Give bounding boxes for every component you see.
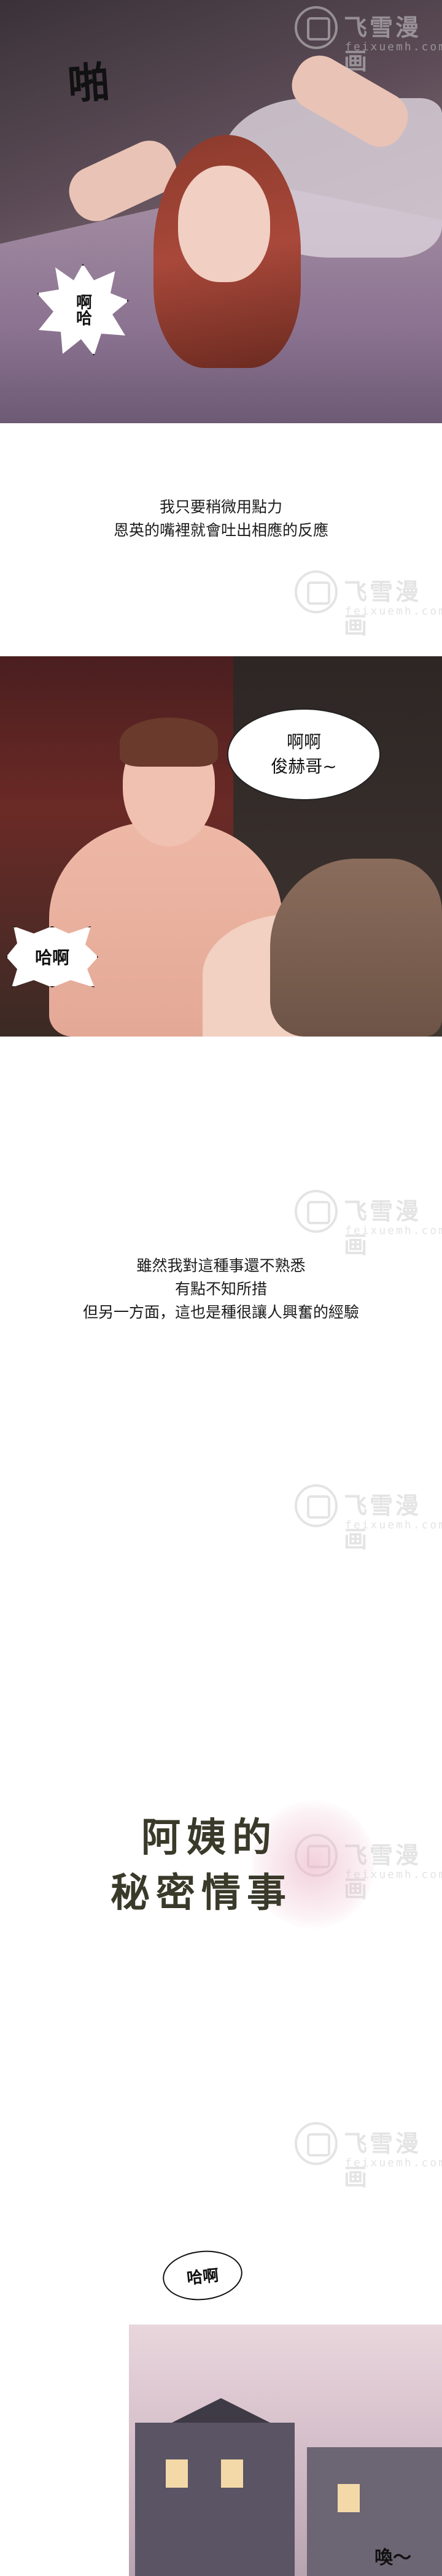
watermark-url: feixuemh.com <box>345 605 442 618</box>
speech-bubble: 哈啊 <box>160 2247 245 2304</box>
watermark-logo-icon <box>295 570 338 613</box>
narration-text: 我只要稍微用點力 恩英的嘴裡就會吐出相應的反應 <box>0 496 442 542</box>
speech-line: 俊赫哥~ <box>271 756 337 776</box>
comic-panel-house <box>129 2325 442 2576</box>
watermark-logo-icon <box>295 1484 338 1527</box>
watermark-url: feixuemh.com <box>345 1224 442 1237</box>
speech-bubble: 啊啊 俊赫哥~ <box>227 708 381 800</box>
watermark: 飞雪漫画 feixuemh.com <box>295 1478 442 1553</box>
watermark: 飞雪漫画 feixuemh.com <box>295 0 442 75</box>
speech-bubble: 哈啊 <box>6 926 98 987</box>
narration-line: 雖然我對這種事還不熟悉 <box>136 1257 306 1275</box>
man-hair-illustration <box>120 718 218 767</box>
woman-face-illustration <box>178 166 270 282</box>
watermark-text: 飞雪漫画 <box>344 578 422 639</box>
window-illustration <box>166 2459 188 2488</box>
watermark-text: 飞雪漫画 <box>344 14 422 75</box>
narration-line: 我只要稍微用點力 <box>159 498 282 516</box>
title-line: 阿姨的 <box>141 1815 277 1861</box>
watermark: 飞雪漫画 feixuemh.com <box>295 2116 442 2191</box>
comic-title: 阿姨的 秘密情事 <box>98 1800 374 1929</box>
title-line: 秘密情事 <box>110 1870 292 1916</box>
narration-line: 但另一方面，這也是種很讓人興奮的經驗 <box>82 1303 359 1321</box>
watermark-logo-icon <box>295 2122 338 2165</box>
watermark-text: 飞雪漫画 <box>344 2130 422 2191</box>
watermark: 飞雪漫画 feixuemh.com <box>295 564 442 639</box>
watermark: 飞雪漫画 feixuemh.com <box>295 1184 442 1259</box>
watermark-url: feixuemh.com <box>345 40 442 53</box>
watermark-logo-icon <box>295 1190 338 1233</box>
woman-hair-illustration <box>270 859 442 1037</box>
watermark-url: feixuemh.com <box>345 2156 442 2169</box>
speech-line: 啊啊 <box>286 732 321 752</box>
house-illustration <box>307 2447 442 2576</box>
sound-effect-text: 啪 <box>66 58 115 110</box>
watermark-text: 飞雪漫画 <box>344 1492 422 1553</box>
watermark-logo-icon <box>295 6 338 49</box>
window-illustration <box>338 2484 360 2512</box>
watermark-text: 飞雪漫画 <box>344 1198 422 1259</box>
sound-effect-text: 喚～ <box>374 2547 411 2569</box>
window-illustration <box>221 2459 243 2488</box>
narration-line: 有點不知所措 <box>174 1280 267 1298</box>
house-illustration <box>135 2423 295 2576</box>
narration-line: 恩英的嘴裡就會吐出相應的反應 <box>113 521 328 539</box>
narration-text: 雖然我對這種事還不熟悉 有點不知所措 但另一方面，這也是種很讓人興奮的經驗 <box>0 1254 442 1324</box>
title-glow <box>252 1800 374 1929</box>
comic-panel-bed <box>0 0 442 423</box>
watermark-url: feixuemh.com <box>345 1519 442 1531</box>
